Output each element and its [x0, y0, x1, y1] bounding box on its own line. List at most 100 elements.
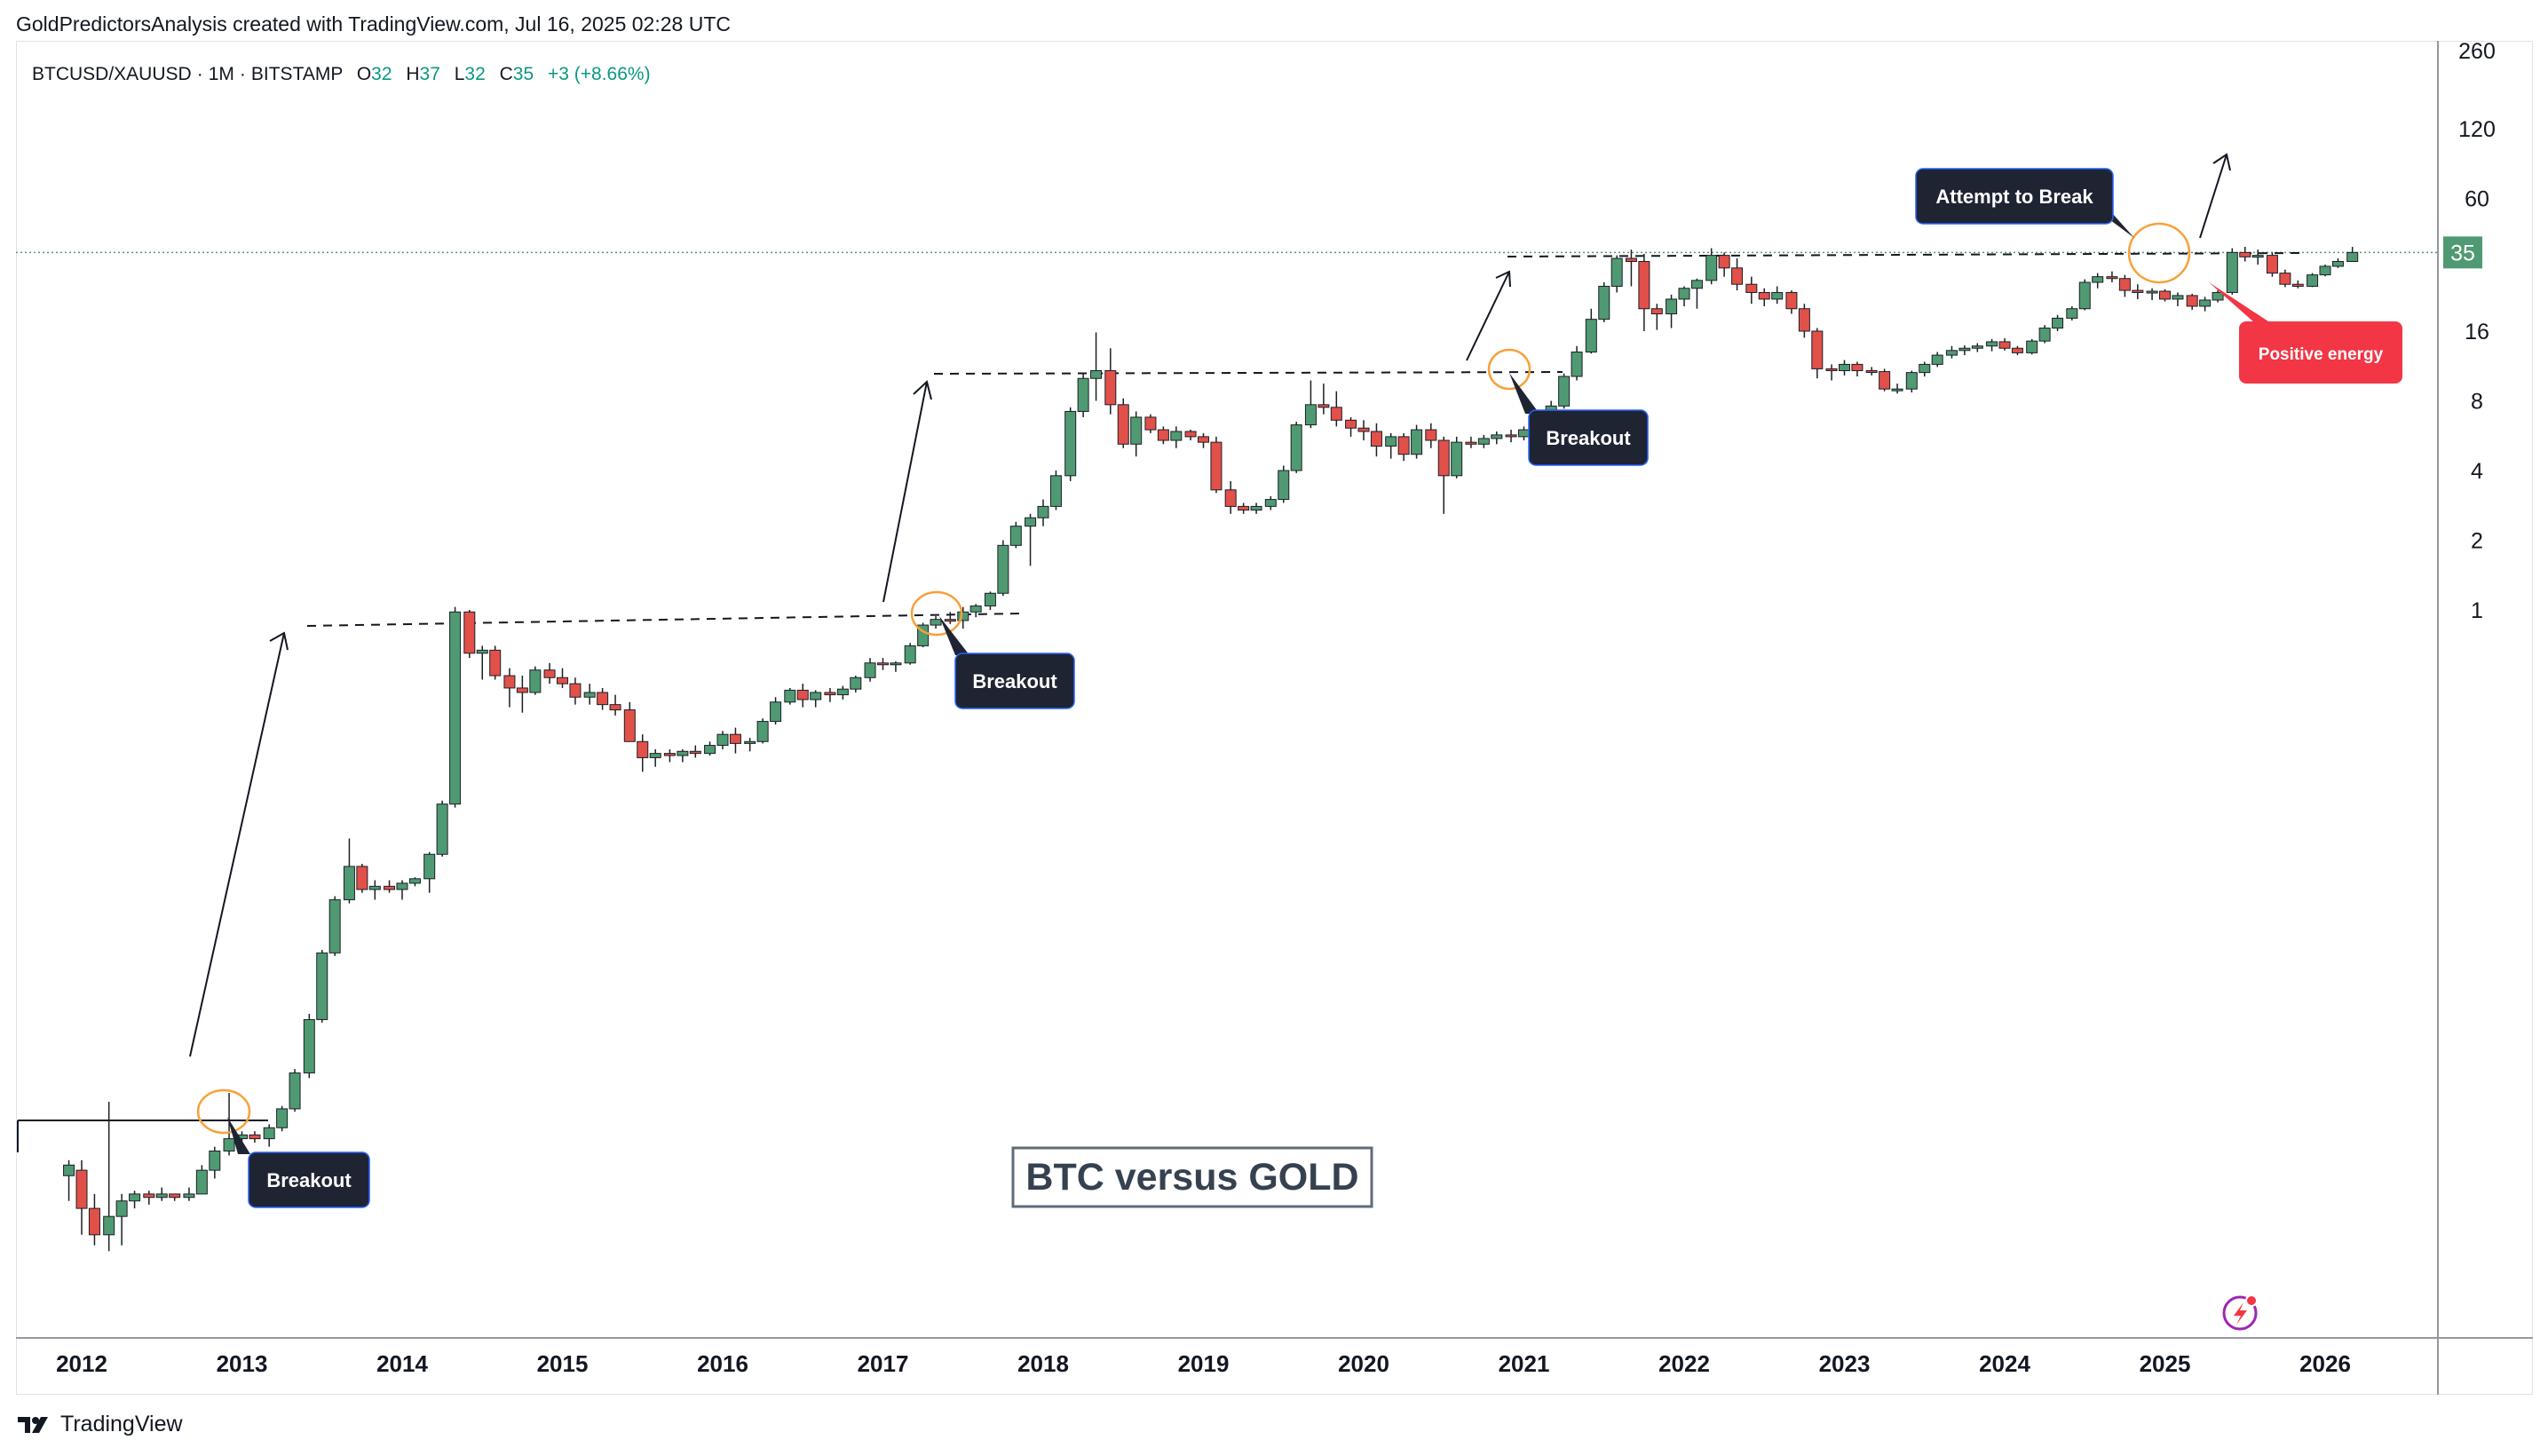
candle-down[interactable]: [75, 1169, 88, 1209]
candle-up[interactable]: [2146, 290, 2158, 294]
candle-up[interactable]: [1945, 350, 1958, 356]
candle-up[interactable]: [63, 1164, 75, 1176]
candle-up[interactable]: [1958, 347, 1971, 352]
flash-icon[interactable]: [2222, 1294, 2258, 1331]
candle-up[interactable]: [328, 898, 341, 954]
candle-down[interactable]: [1330, 407, 1342, 421]
candle-up[interactable]: [1451, 441, 1463, 477]
candle-up[interactable]: [2199, 299, 2212, 307]
candle-up[interactable]: [1064, 410, 1077, 477]
candle-down[interactable]: [1144, 416, 1157, 431]
candle-up[interactable]: [1518, 429, 1530, 438]
candle-down[interactable]: [637, 740, 649, 758]
candle-up[interactable]: [449, 611, 462, 805]
callout-attempt[interactable]: Attempt to Break: [1915, 168, 2114, 225]
candle-up[interactable]: [997, 544, 1009, 594]
candle-down[interactable]: [729, 733, 741, 744]
callout-breakout-2[interactable]: Breakout: [954, 653, 1075, 709]
candle-up[interactable]: [984, 592, 996, 607]
candle-down[interactable]: [143, 1193, 155, 1199]
candle-down[interactable]: [2132, 289, 2144, 293]
candle-up[interactable]: [1290, 424, 1302, 471]
candle-up[interactable]: [195, 1169, 208, 1195]
candle-up[interactable]: [2346, 251, 2359, 263]
candle-up[interactable]: [957, 611, 969, 621]
candle-down[interactable]: [2186, 295, 2198, 307]
candle-down[interactable]: [1104, 370, 1117, 406]
candle-down[interactable]: [1879, 371, 1891, 390]
candle-up[interactable]: [183, 1193, 195, 1199]
candle-up[interactable]: [1037, 505, 1049, 518]
candle-up[interactable]: [1304, 404, 1317, 426]
candle-up[interactable]: [436, 803, 448, 855]
candle-down[interactable]: [463, 611, 476, 654]
candle-up[interactable]: [276, 1108, 289, 1128]
candle-up[interactable]: [1598, 285, 1610, 320]
candle-up[interactable]: [810, 692, 822, 700]
candle-down[interactable]: [1851, 363, 1864, 372]
candle-down[interactable]: [689, 750, 701, 755]
time-axis[interactable]: 2012 2013 2014 2015 2016 2017 2018 2019 2020 2021…: [56, 1350, 2351, 1377]
candle-up[interactable]: [263, 1127, 275, 1140]
candle-up[interactable]: [649, 753, 661, 758]
candle-up[interactable]: [1477, 438, 1490, 445]
candle-up[interactable]: [1278, 470, 1290, 501]
candle-up[interactable]: [890, 662, 902, 666]
candle-up[interactable]: [1690, 280, 1703, 289]
candle-down[interactable]: [1437, 439, 1450, 477]
candle-down[interactable]: [2291, 283, 2304, 287]
candle-up[interactable]: [103, 1215, 115, 1236]
candle-up[interactable]: [1610, 257, 1623, 287]
candle-up[interactable]: [1705, 255, 1718, 281]
candle-down[interactable]: [489, 649, 502, 677]
candle-down[interactable]: [249, 1134, 261, 1140]
candle-up[interactable]: [704, 745, 716, 755]
candle-down[interactable]: [2159, 290, 2171, 300]
candle-down[interactable]: [1370, 431, 1382, 447]
candle-down[interactable]: [1425, 429, 1437, 441]
candle-up[interactable]: [1678, 288, 1690, 300]
candle-down[interactable]: [1758, 291, 1770, 300]
candle-up[interactable]: [316, 952, 328, 1020]
candle-up[interactable]: [1250, 505, 1262, 511]
candle-down[interactable]: [88, 1207, 100, 1236]
candle-up[interactable]: [2251, 255, 2264, 258]
candle-down[interactable]: [824, 692, 836, 696]
candle-down[interactable]: [1184, 431, 1197, 438]
candle-up[interactable]: [1170, 431, 1183, 441]
candle-down[interactable]: [1865, 370, 1878, 374]
candle-down[interactable]: [609, 704, 621, 711]
candle-up[interactable]: [2026, 340, 2038, 353]
candle-down[interactable]: [1825, 368, 1838, 372]
candle-up[interactable]: [1130, 416, 1143, 445]
candle-down[interactable]: [1210, 441, 1223, 491]
tradingview-brand[interactable]: TradingView: [18, 1412, 183, 1437]
candle-down[interactable]: [1625, 257, 1637, 263]
candle-up[interactable]: [677, 750, 689, 756]
candle-up[interactable]: [476, 649, 488, 654]
callout-breakout-3[interactable]: Breakout: [1528, 409, 1649, 466]
candle-up[interactable]: [969, 605, 982, 613]
candle-up[interactable]: [2226, 251, 2238, 293]
candle-up[interactable]: [368, 885, 381, 890]
candle-up[interactable]: [2331, 261, 2344, 267]
candle-up[interactable]: [2092, 276, 2104, 283]
candle-down[interactable]: [1718, 255, 1730, 269]
candle-up[interactable]: [129, 1193, 141, 1202]
candle-up[interactable]: [1558, 376, 1571, 407]
candle-up[interactable]: [223, 1138, 235, 1151]
candle-down[interactable]: [1357, 427, 1370, 432]
candle-up[interactable]: [1986, 341, 1998, 347]
title-box[interactable]: BTC versus GOLD: [1011, 1146, 1373, 1208]
candle-up[interactable]: [1571, 352, 1583, 377]
candle-up[interactable]: [155, 1193, 168, 1199]
candle-up[interactable]: [1009, 526, 1022, 546]
candle-up[interactable]: [716, 733, 729, 747]
candle-up[interactable]: [770, 701, 782, 723]
candle-up[interactable]: [1025, 517, 1037, 527]
candle-down[interactable]: [623, 709, 636, 742]
candle-down[interactable]: [1397, 436, 1410, 455]
candle-up[interactable]: [1905, 372, 1918, 390]
candle-down[interactable]: [1811, 330, 1824, 369]
